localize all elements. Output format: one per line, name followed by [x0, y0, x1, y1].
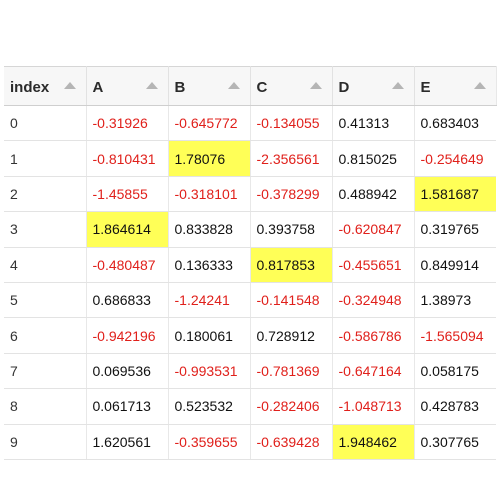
table-cell-a: 0.686833: [86, 282, 169, 319]
row-index-cell: 9: [4, 424, 87, 460]
table-cell-b: -0.318101: [168, 176, 251, 213]
sort-icon[interactable]: [391, 82, 404, 89]
table-cell-d: -1.048713: [332, 388, 415, 425]
table-row: 7 0.069536 -0.993531 -0.781369 -0.647164 0.05…: [4, 353, 496, 390]
column-header-label: index: [10, 78, 50, 96]
row-index-cell: 2: [4, 176, 87, 213]
data-table-container: index A B C D E 0 -0.31926 -0.645772 -0.134055 0.…: [4, 66, 497, 460]
table-cell-a: 0.069536: [86, 353, 169, 390]
table-cell-b: 0.136333: [168, 247, 251, 283]
row-index-cell: 6: [4, 317, 87, 354]
table-cell-b: -0.993531: [168, 353, 251, 390]
table-cell-e: 0.319765: [414, 211, 496, 248]
table-row: 9 1.620561 -0.359655 -0.639428 1.948462 0.307…: [4, 424, 496, 460]
table-cell-d: -0.586786: [332, 317, 415, 354]
row-index-cell: 4: [4, 247, 87, 283]
table-cell-e: 0.058175: [414, 353, 496, 390]
table-cell-e: -0.254649: [414, 140, 496, 177]
header-row: index A B C D E: [4, 66, 497, 106]
sort-icon[interactable]: [227, 82, 240, 89]
column-header-label: A: [92, 78, 104, 96]
table-cell-e: 1.581687: [414, 176, 496, 213]
table-cell-c: -0.141548: [250, 282, 333, 319]
row-index-cell: 0: [4, 105, 87, 142]
table-cell-b: -1.24241: [168, 282, 251, 319]
table-row: 1 -0.810431 1.78076 -2.356561 0.815025 -0.254…: [4, 140, 496, 177]
table-cell-a: 0.061713: [86, 388, 169, 425]
table-cell-c: -0.282406: [250, 388, 333, 425]
table-cell-b: 0.180061: [168, 317, 251, 354]
table-cell-d: -0.620847: [332, 211, 415, 248]
row-index-cell: 8: [4, 388, 87, 425]
column-header-label: B: [174, 78, 186, 96]
table-cell-c: -0.781369: [250, 353, 333, 390]
table-cell-a: -0.810431: [86, 140, 169, 177]
table-cell-b: 0.523532: [168, 388, 251, 425]
table-cell-c: -0.378299: [250, 176, 333, 213]
column-header-index[interactable]: index: [4, 66, 87, 106]
table-row: 8 0.061713 0.523532 -0.282406 -1.048713 0.428…: [4, 388, 496, 425]
column-header-e[interactable]: E: [414, 66, 497, 106]
table-cell-a: -0.942196: [86, 317, 169, 354]
table-cell-e: 0.683403: [414, 105, 496, 142]
table-cell-d: -0.455651: [332, 247, 415, 283]
sort-icon[interactable]: [145, 82, 158, 89]
table-cell-a: 1.620561: [86, 424, 169, 460]
table-cell-d: 0.815025: [332, 140, 415, 177]
table-cell-d: -0.324948: [332, 282, 415, 319]
table-cell-e: -1.565094: [414, 317, 496, 354]
row-index-cell: 1: [4, 140, 87, 177]
table-row: 3 1.864614 0.833828 0.393758 -0.620847 0.3197…: [4, 211, 496, 248]
row-index-cell: 3: [4, 211, 87, 248]
table-row: 6 -0.942196 0.180061 0.728912 -0.586786 -1.56…: [4, 317, 496, 354]
column-header-d[interactable]: D: [332, 66, 415, 106]
table-cell-c: 0.728912: [250, 317, 333, 354]
sort-icon[interactable]: [473, 82, 486, 89]
table-cell-b: 0.833828: [168, 211, 251, 248]
table-cell-d: 1.948462: [332, 424, 415, 460]
table-row: 4 -0.480487 0.136333 0.817853 -0.455651 0.849…: [4, 247, 496, 283]
table-cell-b: -0.359655: [168, 424, 251, 460]
table-cell-b: -0.645772: [168, 105, 251, 142]
table-cell-c: -2.356561: [250, 140, 333, 177]
table-cell-e: 0.428783: [414, 388, 496, 425]
table-cell-b: 1.78076: [168, 140, 251, 177]
column-header-a[interactable]: A: [86, 66, 169, 106]
table-cell-a: 1.864614: [86, 211, 169, 248]
column-header-b[interactable]: B: [168, 66, 251, 106]
table-cell-c: 0.393758: [250, 211, 333, 248]
table-row: 0 -0.31926 -0.645772 -0.134055 0.41313 0.6834…: [4, 105, 496, 142]
table-cell-d: 0.488942: [332, 176, 415, 213]
table-cell-d: 0.41313: [332, 105, 415, 142]
table-cell-a: -1.45855: [86, 176, 169, 213]
data-table: index A B C D E 0 -0.31926 -0.645772 -0.134055 0.…: [4, 66, 497, 460]
row-index-cell: 5: [4, 282, 87, 319]
table-cell-e: 0.849914: [414, 247, 496, 283]
sort-icon[interactable]: [309, 82, 322, 89]
table-cell-a: -0.480487: [86, 247, 169, 283]
table-cell-c: 0.817853: [250, 247, 333, 283]
sort-icon[interactable]: [63, 82, 76, 89]
column-header-label: E: [420, 78, 431, 96]
table-cell-c: -0.134055: [250, 105, 333, 142]
table-cell-c: -0.639428: [250, 424, 333, 460]
table-row: 2 -1.45855 -0.318101 -0.378299 0.488942 1.581…: [4, 176, 496, 213]
table-body: 0 -0.31926 -0.645772 -0.134055 0.41313 0.6834…: [4, 105, 496, 460]
table-row: 5 0.686833 -1.24241 -0.141548 -0.324948 1.389…: [4, 282, 496, 319]
table-cell-e: 1.38973: [414, 282, 496, 319]
table-cell-a: -0.31926: [86, 105, 169, 142]
table-cell-d: -0.647164: [332, 353, 415, 390]
row-index-cell: 7: [4, 353, 87, 390]
column-header-label: C: [256, 78, 268, 96]
column-header-label: D: [338, 78, 350, 96]
table-cell-e: 0.307765: [414, 424, 496, 460]
table-header: index A B C D E: [4, 66, 497, 106]
column-header-c[interactable]: C: [250, 66, 333, 106]
